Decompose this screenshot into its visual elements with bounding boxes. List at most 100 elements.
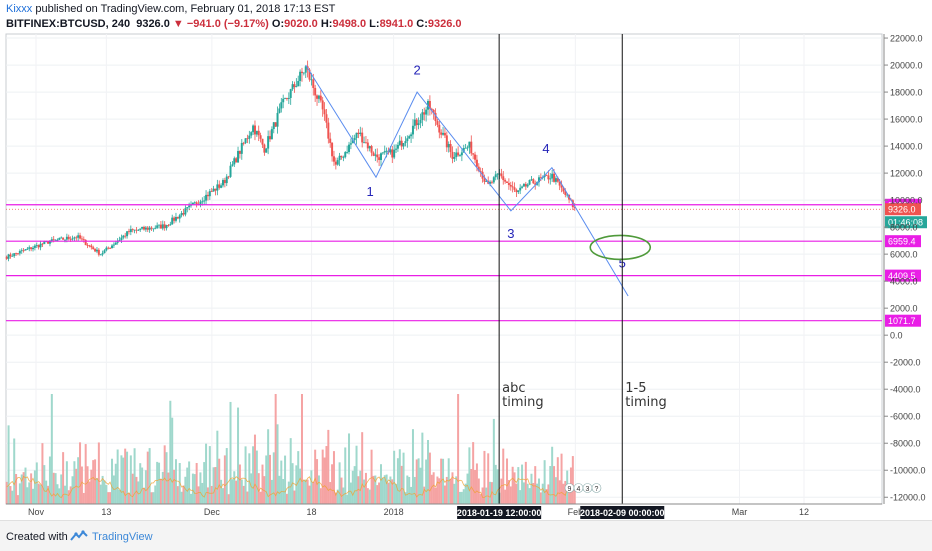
candle-body <box>357 132 360 135</box>
event-icon <box>591 483 602 493</box>
volume-bar <box>163 445 166 504</box>
volume-bar <box>263 476 266 504</box>
y-tick-label: 0.0 <box>890 331 903 341</box>
candle-body <box>253 125 256 135</box>
candle-body <box>43 241 46 245</box>
candle-body <box>60 237 63 239</box>
candle-body <box>329 138 332 143</box>
open-value: 9020.0 <box>284 18 318 30</box>
volume-bar <box>442 458 445 504</box>
volume-bar <box>487 453 490 504</box>
candle-body <box>413 119 416 126</box>
volume-bar <box>165 452 168 504</box>
candle-body <box>122 235 125 238</box>
volume-bar <box>312 481 315 504</box>
candle-body <box>509 184 512 187</box>
candle-body <box>131 229 134 231</box>
grid <box>5 33 883 505</box>
candle-body <box>7 254 10 259</box>
candle-body <box>483 178 486 182</box>
volume-bar <box>253 434 256 504</box>
candle-body <box>393 149 396 158</box>
candle-body <box>54 239 57 241</box>
candle-body <box>308 69 311 80</box>
volume-bar <box>22 472 25 504</box>
candle-body <box>184 208 187 215</box>
candle-body <box>312 79 315 88</box>
candle-body <box>227 176 230 178</box>
volume-bar <box>26 487 29 504</box>
volume-bar <box>387 482 390 504</box>
candle-body <box>32 247 35 250</box>
volume-bar <box>449 479 452 504</box>
timing-date-label: 2018-02-09 00:00:00 <box>580 508 665 518</box>
volume-bar <box>257 473 260 504</box>
candle-body <box>547 175 550 180</box>
volume-bar <box>248 453 251 504</box>
volume-bar <box>477 478 480 504</box>
candle-body <box>344 152 347 158</box>
volume-bar <box>195 462 198 504</box>
volume-bar <box>103 480 106 504</box>
volume-bar <box>180 491 183 504</box>
candle-body <box>539 177 542 179</box>
volume-bar <box>63 485 66 504</box>
wave-label: 4 <box>542 141 549 156</box>
candle-body <box>340 155 343 158</box>
volume-bar <box>141 467 144 504</box>
candle-body <box>261 138 264 145</box>
candle-body <box>129 229 132 233</box>
volume-bar <box>118 489 121 504</box>
volume-bar <box>252 446 255 504</box>
candle-body <box>406 138 409 142</box>
volume-bar <box>430 474 433 504</box>
candle-body <box>208 191 211 197</box>
candle-body <box>368 146 371 149</box>
candle-body <box>560 185 563 188</box>
candle-body <box>47 241 50 244</box>
x-tick-label: 2018 <box>384 507 404 517</box>
candle-body <box>267 136 270 149</box>
candle-body <box>558 181 561 186</box>
volume-bar <box>235 480 238 504</box>
candle-body <box>338 155 341 161</box>
volume-bar <box>492 418 495 504</box>
candle-body <box>99 254 102 256</box>
candle-body <box>494 174 497 178</box>
author-link[interactable]: Kixxx <box>6 3 33 15</box>
volume-bar <box>206 487 209 504</box>
tradingview-brand[interactable]: TradingView <box>92 531 153 543</box>
candle-body <box>26 248 29 250</box>
candle-body <box>118 240 121 242</box>
candle-body <box>144 227 147 230</box>
x-tick-label: 12 <box>799 507 809 517</box>
candle-body <box>515 189 518 193</box>
timing-annotation: timing <box>502 395 543 410</box>
countdown-badge <box>885 216 927 229</box>
volume-bar <box>94 459 97 504</box>
candle-body <box>13 253 16 256</box>
candle-body <box>359 132 362 135</box>
volume-bar <box>259 491 262 504</box>
candle-body <box>492 177 495 183</box>
volume-bar <box>385 474 388 504</box>
y-tick-label: 22000.0 <box>890 34 923 44</box>
open-label: O: <box>271 18 285 30</box>
volume-bar <box>342 487 345 504</box>
close-value: 9326.0 <box>427 18 462 30</box>
volume-bar <box>169 400 172 504</box>
candle-body <box>71 238 74 240</box>
volume-bar <box>269 454 272 504</box>
candle-body <box>116 241 119 243</box>
volume-bar <box>24 467 27 504</box>
candle-body <box>530 179 533 181</box>
candle-body <box>432 109 435 113</box>
y-tick-label: -12000.0 <box>890 493 926 503</box>
volume-bar <box>276 424 279 504</box>
candle-body <box>28 247 31 249</box>
candle-body <box>376 154 379 158</box>
volume-bar <box>536 483 539 504</box>
volume-bar <box>340 477 343 504</box>
